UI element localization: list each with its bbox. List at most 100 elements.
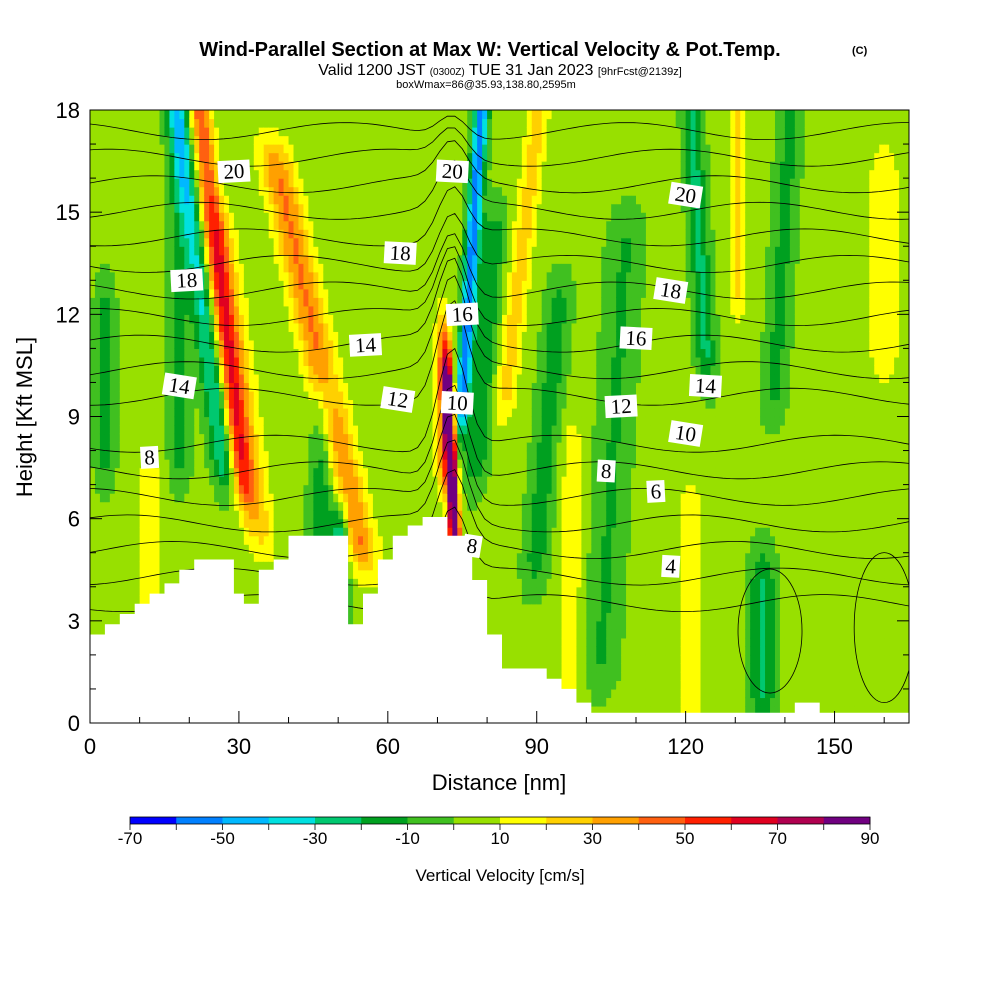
velocity-cell: [353, 169, 359, 179]
velocity-cell: [194, 161, 200, 171]
velocity-cell: [209, 476, 215, 486]
velocity-cell: [293, 518, 300, 528]
velocity-cell: [233, 450, 240, 460]
velocity-cell: [179, 246, 185, 256]
velocity-cell: [353, 246, 359, 256]
velocity-cell: [109, 246, 116, 256]
velocity-cell: [104, 450, 111, 460]
velocity-cell: [243, 407, 250, 418]
velocity-cell: [422, 220, 429, 230]
velocity-cell: [224, 501, 230, 511]
velocity-cell: [154, 535, 161, 545]
velocity-cell: [288, 527, 295, 537]
velocity-cell: [99, 425, 106, 435]
velocity-cell: [179, 493, 185, 503]
velocity-cell: [243, 467, 250, 477]
velocity-cell: [109, 467, 116, 477]
velocity-cell: [109, 365, 116, 375]
velocity-cell: [363, 161, 369, 171]
velocity-cell: [358, 127, 364, 137]
velocity-cell: [164, 561, 171, 571]
velocity-cell: [367, 493, 374, 503]
velocity-cell: [174, 263, 180, 273]
velocity-cell: [367, 476, 374, 486]
velocity-cell: [238, 229, 245, 239]
velocity-cell: [263, 442, 270, 452]
velocity-cell: [104, 118, 111, 128]
velocity-cell: [90, 586, 96, 596]
velocity-cell: [238, 407, 245, 418]
velocity-cell: [90, 348, 96, 358]
velocity-cell: [417, 161, 424, 171]
velocity-cell: [397, 178, 404, 188]
velocity-cell: [363, 152, 369, 162]
velocity-cell: [278, 442, 285, 452]
velocity-cell: [367, 569, 374, 579]
velocity-cell: [392, 161, 399, 171]
velocity-cell: [124, 493, 131, 503]
velocity-cell: [427, 152, 434, 162]
velocity-cell: [397, 476, 404, 486]
velocity-cell: [387, 288, 394, 298]
velocity-cell: [427, 254, 434, 264]
velocity-cell: [124, 544, 131, 554]
velocity-cell: [119, 595, 126, 605]
velocity-cell: [407, 425, 414, 435]
velocity-cell: [154, 382, 161, 392]
velocity-cell: [278, 407, 285, 418]
velocity-cell: [348, 263, 354, 273]
velocity-cell: [109, 339, 116, 349]
velocity-cell: [228, 246, 235, 256]
velocity-cell: [253, 399, 260, 409]
velocity-cell: [382, 220, 389, 230]
velocity-cell: [99, 280, 106, 290]
velocity-cell: [129, 288, 136, 298]
velocity-cell: [243, 331, 250, 341]
velocity-cell: [298, 237, 305, 247]
velocity-cell: [134, 561, 141, 571]
velocity-cell: [219, 467, 225, 477]
velocity-cell: [253, 467, 260, 477]
velocity-cell: [94, 595, 101, 605]
velocity-cell: [348, 356, 354, 367]
velocity-cell: [228, 220, 235, 230]
velocity-cell: [382, 110, 389, 120]
velocity-cell: [402, 484, 409, 494]
velocity-cell: [258, 459, 265, 469]
velocity-cell: [159, 144, 166, 154]
velocity-cell: [377, 544, 384, 554]
velocity-cell: [427, 314, 434, 324]
velocity-cell: [154, 433, 161, 443]
velocity-cell: [134, 382, 141, 392]
velocity-cell: [139, 561, 146, 571]
velocity-cell: [209, 152, 215, 162]
velocity-cell: [278, 212, 285, 222]
velocity-cell: [164, 407, 171, 418]
velocity-cell: [169, 561, 175, 571]
velocity-cell: [134, 442, 141, 452]
velocity-cell: [104, 569, 111, 579]
velocity-cell: [318, 297, 324, 307]
velocity-cell: [139, 399, 146, 409]
velocity-cell: [358, 578, 364, 588]
velocity-cell: [99, 518, 106, 528]
velocity-cell: [224, 280, 230, 290]
velocity-cell: [253, 195, 260, 205]
velocity-cell: [209, 518, 215, 528]
velocity-cell: [263, 246, 270, 256]
velocity-cell: [372, 280, 379, 290]
velocity-cell: [194, 476, 200, 486]
velocity-cell: [204, 203, 210, 213]
velocity-cell: [94, 603, 101, 613]
velocity-cell: [377, 518, 384, 528]
velocity-cell: [119, 135, 126, 145]
velocity-cell: [134, 459, 141, 469]
velocity-cell: [298, 348, 305, 358]
velocity-cell: [273, 322, 280, 332]
velocity-cell: [278, 544, 285, 554]
velocity-cell: [372, 476, 379, 486]
velocity-cell: [248, 433, 255, 443]
velocity-cell: [219, 518, 225, 528]
velocity-cell: [382, 118, 389, 128]
velocity-cell: [353, 501, 359, 511]
